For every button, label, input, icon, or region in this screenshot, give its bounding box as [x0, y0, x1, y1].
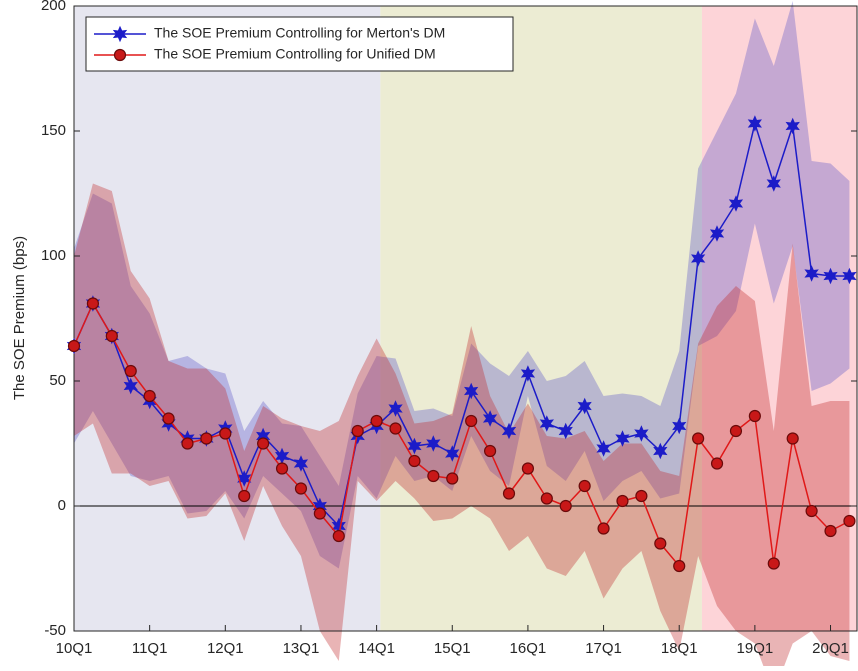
- legend-box: [85, 16, 514, 72]
- marker: [804, 265, 819, 282]
- marker: [105, 329, 118, 343]
- marker: [558, 422, 573, 440]
- marker: [843, 514, 856, 528]
- marker: [577, 397, 592, 415]
- marker: [539, 415, 554, 432]
- marker: [162, 412, 175, 425]
- marker: [351, 424, 364, 438]
- marker: [427, 469, 440, 483]
- marker: [709, 225, 725, 242]
- marker: [842, 267, 857, 285]
- marker: [597, 522, 610, 535]
- plot-frame: [73, 5, 858, 632]
- y-tick-label: 200: [41, 0, 66, 14]
- marker: [293, 455, 309, 472]
- marker: [86, 297, 100, 310]
- marker: [616, 494, 629, 508]
- marker: [653, 442, 668, 460]
- marker: [143, 389, 156, 403]
- marker: [673, 559, 686, 573]
- x-tick-label: 16Q1: [510, 640, 547, 657]
- marker: [294, 482, 308, 495]
- marker: [483, 444, 497, 458]
- marker: [596, 440, 611, 457]
- marker: [388, 400, 403, 417]
- confidence-band: [74, 1, 850, 569]
- y-tick-label: 100: [41, 247, 66, 264]
- legend-label: The SOE Premium Controlling for Merton's…: [154, 25, 445, 41]
- marker: [767, 557, 780, 570]
- marker: [785, 117, 800, 135]
- marker: [502, 487, 516, 500]
- marker: [578, 479, 591, 493]
- marker: [747, 115, 762, 132]
- x-tick-label: 17Q1: [585, 640, 622, 657]
- marker: [786, 432, 799, 445]
- marker: [446, 472, 459, 485]
- x-tick-label: 10Q1: [56, 640, 93, 657]
- x-tick-label: 14Q1: [358, 640, 395, 657]
- marker: [113, 48, 127, 62]
- marker: [112, 25, 128, 43]
- marker: [540, 492, 553, 505]
- confidence-band: [74, 183, 850, 671]
- x-tick-label: 18Q1: [661, 640, 698, 657]
- marker: [672, 417, 687, 435]
- marker: [710, 457, 724, 470]
- marker: [257, 437, 270, 450]
- y-tick-label: 150: [41, 122, 66, 139]
- x-tick-label: 12Q1: [207, 640, 244, 657]
- marker: [559, 499, 572, 513]
- marker: [426, 435, 441, 452]
- y-tick-label: 50: [49, 372, 66, 389]
- marker: [521, 462, 535, 475]
- x-tick-label: 19Q1: [737, 640, 774, 657]
- marker: [728, 195, 744, 212]
- marker: [219, 427, 232, 440]
- y-tick-label: -50: [44, 622, 66, 639]
- shaded-period: [380, 6, 702, 631]
- marker: [691, 250, 706, 267]
- marker: [275, 462, 289, 475]
- shaded-period: [74, 6, 381, 631]
- marker: [465, 414, 478, 428]
- y-tick-label: 0: [58, 497, 66, 514]
- marker: [748, 409, 761, 423]
- x-tick-label: 20Q1: [812, 640, 849, 657]
- marker: [634, 425, 649, 442]
- marker: [654, 537, 667, 550]
- legend: The SOE Premium Controlling for Merton's…: [85, 16, 514, 72]
- marker: [824, 524, 837, 538]
- marker: [692, 432, 705, 445]
- marker: [805, 504, 818, 518]
- marker: [729, 424, 743, 438]
- marker: [181, 437, 194, 450]
- marker: [823, 267, 838, 285]
- marker: [389, 422, 402, 435]
- x-tick-label: 15Q1: [434, 640, 471, 657]
- marker: [238, 489, 251, 503]
- marker: [766, 175, 781, 192]
- marker: [124, 364, 137, 378]
- marker: [332, 529, 345, 543]
- marker: [615, 430, 630, 447]
- marker: [67, 339, 81, 353]
- marker: [408, 454, 421, 468]
- marker: [370, 414, 383, 428]
- marker: [482, 410, 498, 427]
- marker: [200, 432, 213, 445]
- marker: [313, 507, 326, 520]
- marker: [407, 437, 422, 455]
- marker: [445, 445, 460, 462]
- marker: [520, 365, 536, 382]
- y-axis-title: The SOE Premium (bps): [11, 236, 28, 400]
- marker: [501, 422, 517, 440]
- marker: [464, 382, 479, 400]
- x-tick-label: 13Q1: [283, 640, 320, 657]
- x-tick-label: 11Q1: [132, 640, 168, 657]
- marker: [123, 377, 138, 395]
- legend-label: The SOE Premium Controlling for Unified …: [154, 46, 436, 62]
- marker: [635, 489, 648, 503]
